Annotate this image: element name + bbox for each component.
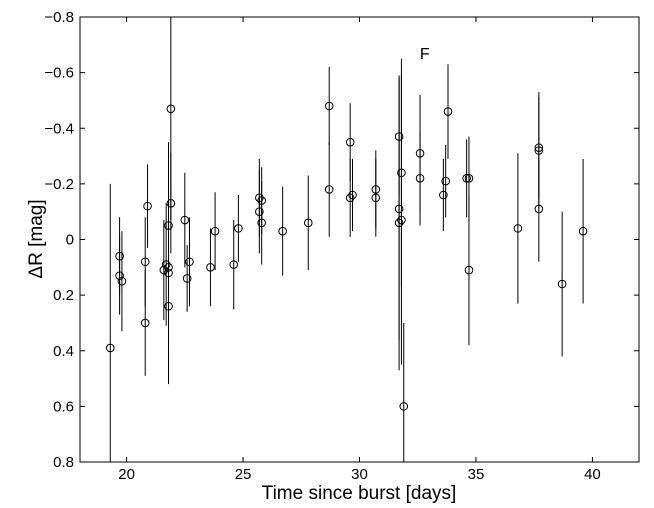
x-tick-label: 30: [351, 466, 368, 483]
data-point: [345, 193, 355, 203]
y-tick-label: −0.2: [44, 176, 74, 193]
x-axis-label: Time since burst [days]: [262, 483, 457, 504]
data-point: [345, 137, 355, 147]
data-point: [166, 104, 176, 114]
y-tick-labels: −0.8 −0.6 −0.4 −0.2 0 0.2 0.4 0.6 0.8: [44, 9, 74, 471]
data-point: [166, 199, 176, 208]
data-point: [441, 176, 450, 186]
data-point: [394, 218, 404, 228]
data-point: [415, 148, 425, 158]
data-point: [348, 190, 357, 200]
data-point: [257, 196, 266, 205]
data-point: [164, 268, 173, 278]
data-point: [164, 221, 173, 230]
data-point: [105, 343, 115, 353]
x-tick-label: 25: [235, 466, 252, 483]
y-tick-label: −0.4: [44, 120, 74, 137]
data-point: [206, 263, 215, 272]
y-tick-label: 0.4: [53, 343, 74, 360]
data-point: [143, 201, 152, 211]
data-point: [185, 257, 194, 267]
data-point: [115, 271, 124, 280]
y-tick-label: 0.6: [53, 398, 74, 415]
data-point: [180, 215, 190, 225]
data-point: [140, 318, 150, 328]
data-point: [399, 402, 409, 411]
x-tick-label: 35: [468, 466, 485, 483]
data-point: [397, 215, 406, 225]
data-point: [534, 143, 544, 153]
data-point: [115, 251, 124, 261]
data-markers: [105, 101, 588, 411]
data-point: [210, 226, 220, 236]
data-point: [397, 168, 406, 178]
data-point: [513, 224, 523, 233]
data-point: [324, 101, 334, 111]
data-point: [394, 204, 404, 214]
y-tick-label: 0: [66, 232, 74, 249]
data-point: [278, 226, 287, 236]
y-tick-label: −0.8: [44, 9, 74, 26]
data-point: [255, 193, 264, 203]
data-point: [534, 146, 544, 155]
y-tick-label: 0.8: [53, 454, 74, 471]
y-tick-label: −0.6: [44, 65, 74, 82]
data-point: [234, 224, 243, 233]
data-point: [462, 174, 471, 183]
x-tick-label: 40: [584, 466, 601, 483]
data-point: [557, 279, 567, 289]
data-point: [324, 185, 334, 194]
data-point: [303, 218, 313, 228]
y-tick-label: 0.2: [53, 287, 74, 304]
data-point: [255, 207, 264, 216]
x-tick-labels: 20 25 30 35 40: [118, 466, 601, 483]
y-axis-label: ΔR [mag]: [26, 199, 47, 278]
data-point: [182, 274, 192, 283]
data-point: [257, 218, 266, 228]
data-point: [159, 265, 169, 275]
data-point: [229, 260, 239, 269]
data-point: [371, 185, 381, 194]
data-point: [578, 226, 588, 236]
data-point: [534, 204, 544, 214]
error-bars: [109, 17, 584, 462]
data-point: [439, 190, 448, 200]
data-point: [161, 260, 171, 269]
data-point: [464, 174, 474, 183]
data-point: [415, 174, 425, 183]
annotation-F: F: [420, 46, 430, 63]
data-point: [164, 301, 173, 311]
data-point: [164, 263, 173, 272]
data-point: [394, 132, 404, 141]
data-point: [140, 257, 150, 267]
x-tick-label: 20: [118, 466, 135, 483]
axis-ticks: [80, 16, 639, 463]
data-point: [371, 193, 381, 203]
data-point: [117, 276, 127, 286]
data-point: [443, 107, 453, 116]
data-point: [464, 265, 474, 275]
